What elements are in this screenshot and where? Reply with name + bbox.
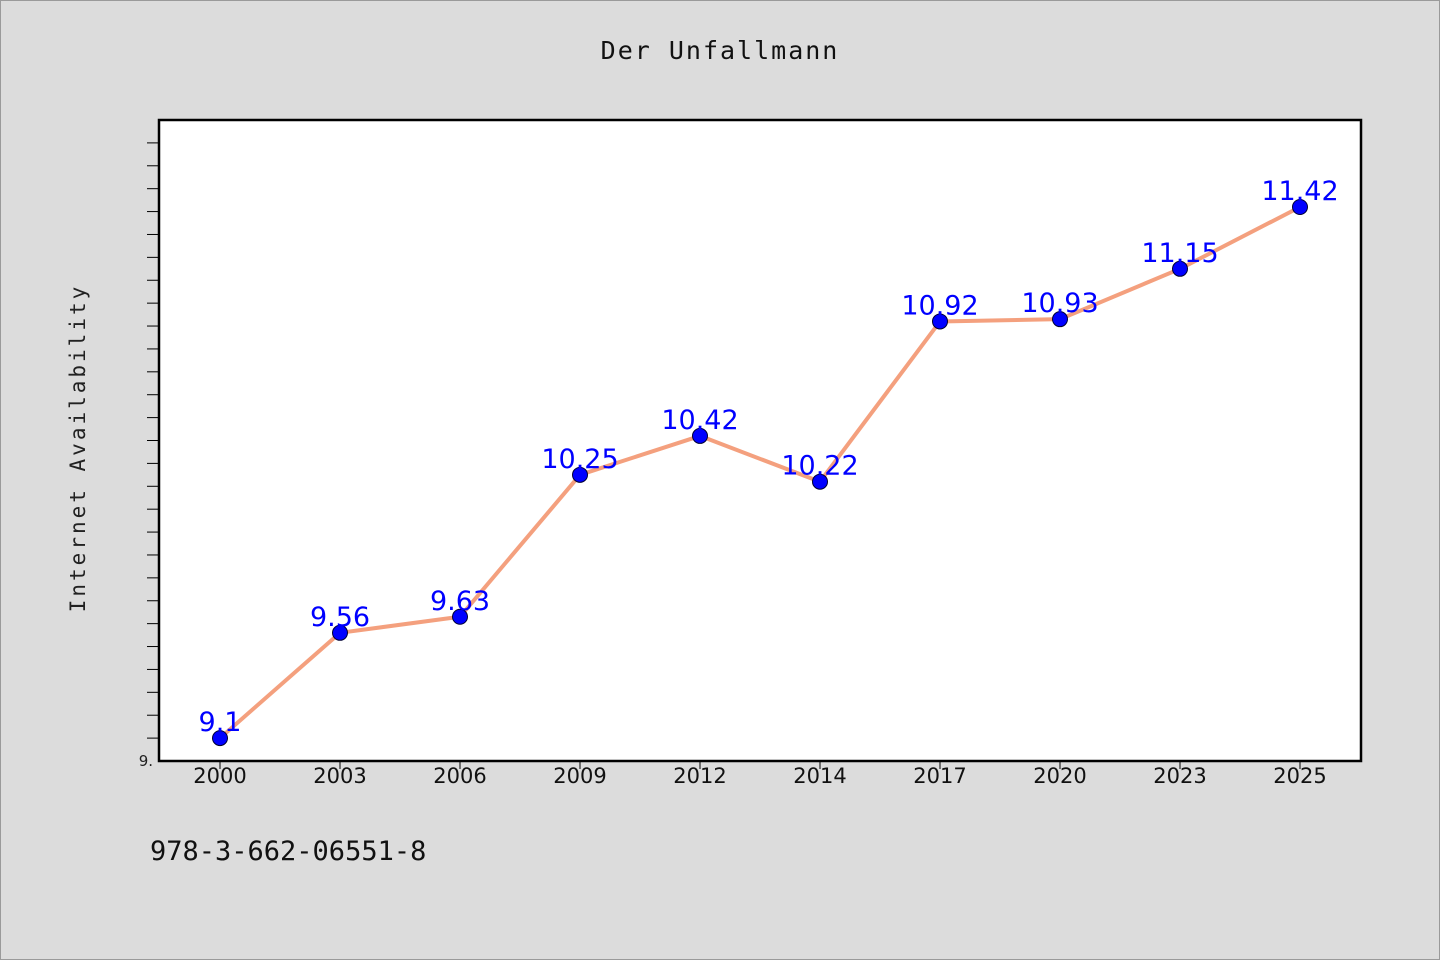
data-point [452,608,468,625]
x-tick-label: 2003 [313,764,366,788]
x-tick-label: 2025 [1273,764,1326,788]
data-point [1172,260,1188,277]
data-point [212,730,228,747]
data-label: 9.1 [199,707,242,738]
data-point [1052,311,1068,328]
x-tick-label: 2023 [1153,764,1206,788]
x-tick-label: 2014 [793,764,846,788]
data-label: 10.93 [1021,288,1098,319]
x-tick-label: 2017 [913,764,966,788]
data-point [332,624,348,641]
plot-area [157,118,1363,763]
footer-isbn: 978-3-662-06551-8 [150,836,427,867]
data-label: 9.56 [310,602,370,633]
data-point [572,466,588,483]
data-point [692,427,708,444]
data-label: 10.92 [901,290,978,321]
chart-title: Der Unfallmann [600,36,840,65]
data-label: 11.15 [1141,238,1218,269]
x-tick-label: 2000 [193,764,246,788]
data-label: 10.42 [661,405,738,436]
x-tick-label: 2009 [553,764,606,788]
series-line [218,204,1302,741]
data-label: 11.42 [1261,176,1338,207]
data-label: 10.22 [781,451,858,482]
data-label: 9.63 [430,586,490,617]
y-tick-label: 9. [139,752,153,770]
data-label: 10.25 [541,444,618,475]
x-tick-label: 2020 [1033,764,1086,788]
data-point [932,313,948,330]
data-point [812,473,828,490]
data-point [1292,198,1308,215]
x-tick-label: 2012 [673,764,726,788]
x-tick-label: 2006 [433,764,486,788]
